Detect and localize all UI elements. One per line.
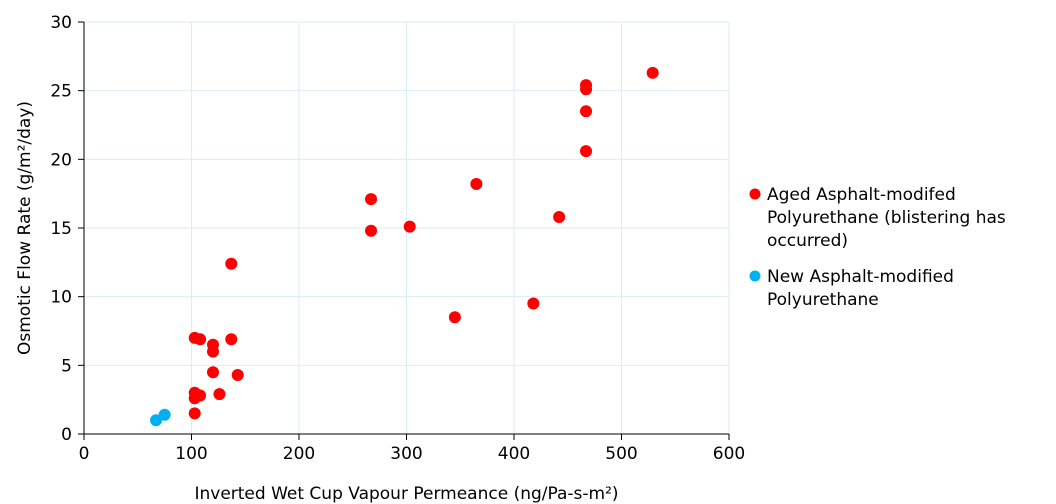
aged-series-point <box>527 297 540 310</box>
y-tick-label: 20 <box>50 150 72 170</box>
y-tick-label: 0 <box>61 425 72 445</box>
new-series-point <box>158 408 171 421</box>
y-tick-label: 30 <box>50 13 72 33</box>
y-tick-label: 10 <box>50 288 72 308</box>
legend-marker-new <box>749 270 761 282</box>
axes <box>78 21 730 440</box>
aged-series-point <box>207 366 219 379</box>
aged-series-point <box>225 333 238 346</box>
x-tick-label: 100 <box>175 444 207 464</box>
y-tick-label: 15 <box>50 219 72 239</box>
legend-label: Polyurethane <box>767 290 879 310</box>
aged-series-point <box>231 368 244 381</box>
aged-series-point <box>448 311 461 324</box>
y-tick-label: 25 <box>50 82 72 102</box>
aged-series-point <box>580 145 593 158</box>
aged-series-point <box>365 193 378 206</box>
tick-labels: 0 100 200 300 400 500 600 0 5 10 15 20 25 30 <box>50 13 745 464</box>
x-tick-label: 200 <box>283 444 315 464</box>
legend-label: Aged Asphalt-modifed <box>767 185 956 205</box>
aged-series-point <box>188 392 201 405</box>
aged-series-point <box>403 220 416 233</box>
aged-series-point <box>188 407 201 420</box>
legend-label: occurred) <box>767 231 848 251</box>
legend-label: New Asphalt-modified <box>767 267 954 287</box>
x-axis-title: Inverted Wet Cup Vapour Permeance (ng/Pa… <box>194 484 618 504</box>
aged-series-point <box>225 257 238 270</box>
aged-series-point <box>365 224 378 237</box>
x-tick-label: 300 <box>390 444 422 464</box>
legend-label: Polyurethane (blistering has <box>767 208 1006 228</box>
legend-marker-aged <box>749 188 761 200</box>
x-tick-label: 500 <box>605 444 637 464</box>
x-tick-label: 400 <box>498 444 530 464</box>
new-series-point <box>150 414 163 427</box>
x-tick-label: 600 <box>713 444 745 464</box>
aged-series-point <box>470 178 483 191</box>
data-points <box>150 66 659 427</box>
aged-series-point <box>213 388 226 401</box>
aged-series-point <box>580 79 593 92</box>
aged-series-point <box>580 105 593 118</box>
aged-series-point <box>553 211 566 224</box>
legend: Aged Asphalt-modifed Polyurethane (bliste… <box>749 185 1006 310</box>
aged-series-point <box>194 333 207 346</box>
aged-series-point <box>207 345 219 358</box>
y-tick-label: 5 <box>61 356 72 376</box>
y-axis-title: Osmotic Flow Rate (g/m²/day) <box>15 101 35 355</box>
x-tick-label: 0 <box>79 444 90 464</box>
aged-series-point <box>646 66 659 79</box>
